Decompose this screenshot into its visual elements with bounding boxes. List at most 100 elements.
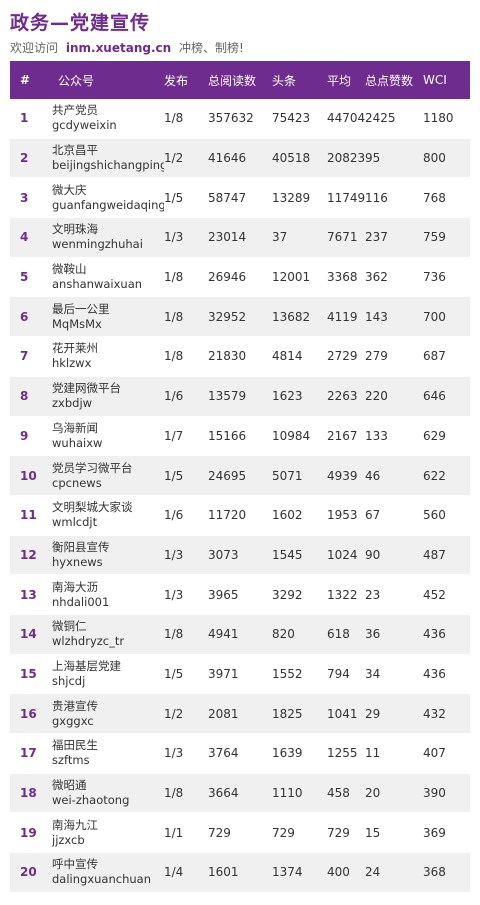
publish-cell: 1/6 [164, 389, 184, 404]
account-id: hyxnews [52, 554, 103, 569]
total-reads-cell: 1601 [208, 865, 239, 880]
publish-cell: 1/8 [164, 786, 184, 801]
rank-cell: 1 [20, 111, 29, 126]
publish-cell: 1/1 [164, 825, 184, 840]
account-cell[interactable]: 呼中宣传 dalingxuanchuan [50, 857, 164, 887]
account-cell[interactable]: 北京昌平 beijingshichangping [50, 143, 164, 173]
table-row: 3 微大庆 guanfangweidaqing 1/5 58747 13289 11749 1… [10, 178, 470, 219]
table-row: 13 南海大沥 nhdali001 1/3 3965 3292 1322 23 452 [10, 575, 470, 615]
wci-cell: 759 [423, 230, 446, 245]
average-cell: 20823 [327, 151, 365, 166]
table-row: 10 党员学习微平台 cpcnews 1/5 24695 5071 4939 46 622 [10, 456, 470, 496]
column-header-wci: WCI [423, 73, 447, 87]
account-id: wenmingzhuhai [52, 237, 143, 252]
rank-cell: 17 [20, 746, 37, 761]
table-row: 8 党建网微平台 zxbdjw 1/6 13579 1623 2263 220 646 [10, 376, 470, 417]
wci-cell: 452 [423, 587, 446, 602]
account-cell[interactable]: 南海大沥 nhdali001 [50, 580, 164, 610]
wci-cell: 687 [423, 349, 446, 364]
headline-cell: 729 [272, 825, 295, 840]
headline-cell: 3292 [272, 587, 303, 602]
account-cell[interactable]: 微鞍山 anshanwaixuan [50, 262, 164, 292]
account-name: 福田民生 [52, 738, 98, 753]
account-cell[interactable]: 微昭通 wei-zhaotong [50, 778, 164, 808]
account-cell[interactable]: 党建网微平台 zxbdjw [50, 381, 164, 411]
rank-cell: 9 [20, 428, 29, 443]
account-id: hklzwx [52, 356, 92, 371]
headline-cell: 1552 [272, 666, 303, 681]
average-cell: 2263 [327, 389, 358, 404]
account-cell[interactable]: 贵港宣传 gxggxc [50, 699, 164, 729]
wci-cell: 800 [423, 151, 446, 166]
account-cell[interactable]: 花开莱州 hklzwx [50, 341, 164, 371]
wci-cell: 700 [423, 309, 446, 324]
account-cell[interactable]: 文明梨城大家谈 wmlcdjt [50, 500, 164, 530]
average-cell: 3368 [327, 270, 358, 285]
site-link[interactable]: inm.xuetang.cn [65, 41, 172, 55]
account-cell[interactable]: 微大庆 guanfangweidaqing [50, 183, 164, 213]
account-id: dalingxuanchuan [52, 872, 151, 887]
wci-cell: 436 [423, 627, 446, 642]
column-header-total-reads: 总阅读数 [208, 73, 257, 88]
total-reads-cell: 3664 [208, 786, 239, 801]
account-cell[interactable]: 乌海新闻 wuhaixw [50, 421, 164, 451]
rank-cell: 16 [20, 706, 37, 721]
total-likes-cell: 279 [365, 349, 388, 364]
account-cell[interactable]: 福田民生 szftms [50, 738, 164, 768]
account-id: jjzxcb [52, 832, 85, 847]
total-reads-cell: 23014 [208, 230, 247, 245]
total-likes-cell: 36 [365, 627, 381, 642]
ranking-table: # 公众号 发布 总阅读数 头条 平均 总点赞数 WCI 1 共产党员 gcdywe… [10, 61, 470, 893]
table-row: 17 福田民生 szftms 1/3 3764 1639 1255 11 407 [10, 734, 470, 774]
column-header-rank: # [20, 73, 31, 87]
average-cell: 4119 [327, 309, 358, 324]
rank-cell: 20 [20, 865, 37, 880]
average-cell: 11749 [327, 190, 365, 205]
rank-cell: 18 [20, 786, 37, 801]
account-name: 文明梨城大家谈 [52, 500, 133, 515]
account-name: 花开莱州 [52, 341, 98, 356]
total-reads-cell: 15166 [208, 428, 247, 443]
account-name: 南海大沥 [52, 579, 98, 594]
average-cell: 1255 [327, 746, 358, 761]
account-name: 微大庆 [52, 182, 87, 197]
headline-cell: 37 [272, 230, 288, 245]
publish-cell: 1/5 [164, 190, 184, 205]
account-cell[interactable]: 上海基层党建 shjcdj [50, 659, 164, 689]
account-cell[interactable]: 共产党员 gcdyweixin [50, 103, 164, 133]
total-reads-cell: 3971 [208, 666, 239, 681]
account-id: szftms [52, 753, 90, 768]
subtitle-prefix: 欢迎访问 [10, 41, 59, 55]
average-cell: 1322 [327, 587, 358, 602]
account-cell[interactable]: 文明珠海 wenmingzhuhai [50, 222, 164, 252]
total-reads-cell: 3965 [208, 587, 239, 602]
rank-cell: 10 [20, 468, 37, 483]
account-cell[interactable]: 微铜仁 wlzhdryzc_tr [50, 619, 164, 649]
total-likes-cell: 11 [365, 746, 381, 761]
total-likes-cell: 34 [365, 666, 381, 681]
total-likes-cell: 23 [365, 587, 381, 602]
headline-cell: 820 [272, 627, 295, 642]
account-cell[interactable]: 衡阳县宣传 hyxnews [50, 540, 164, 570]
page-title: 政务—党建宣传 [10, 12, 151, 34]
publish-cell: 1/2 [164, 151, 184, 166]
wci-cell: 369 [423, 825, 446, 840]
total-reads-cell: 24695 [208, 468, 247, 483]
rank-cell: 14 [20, 627, 37, 642]
total-reads-cell: 357632 [208, 111, 254, 126]
headline-cell: 1374 [272, 865, 303, 880]
publish-cell: 1/3 [164, 587, 184, 602]
account-name: 党建网微平台 [52, 381, 121, 396]
average-cell: 618 [327, 627, 350, 642]
total-likes-cell: 46 [365, 468, 381, 483]
wci-cell: 432 [423, 706, 446, 721]
account-cell[interactable]: 南海九江 jjzxcb [50, 818, 164, 848]
account-cell[interactable]: 最后一公里 MqMsMx [50, 302, 164, 332]
account-cell[interactable]: 党员学习微平台 cpcnews [50, 461, 164, 491]
wci-cell: 646 [423, 389, 446, 404]
wci-cell: 407 [423, 746, 446, 761]
average-cell: 400 [327, 865, 350, 880]
total-likes-cell: 133 [365, 428, 388, 443]
table-row: 1 共产党员 gcdyweixin 1/8 357632 75423 44704 2425 11… [10, 99, 470, 139]
average-cell: 2167 [327, 428, 358, 443]
